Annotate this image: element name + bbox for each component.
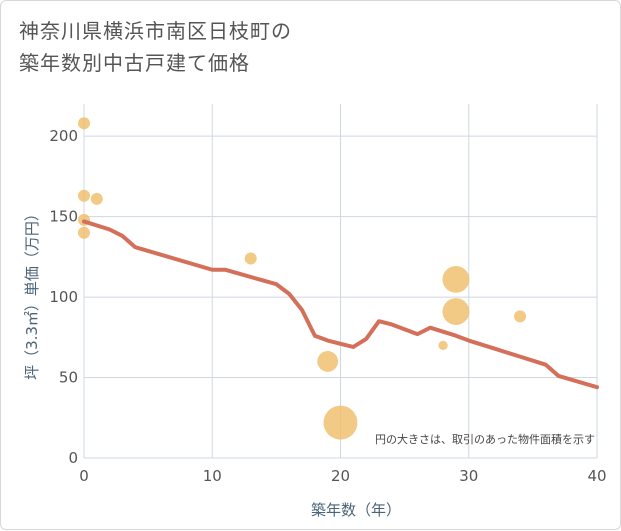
x-axis-label: 築年数（年） bbox=[311, 501, 401, 519]
average-trend-line bbox=[82, 219, 599, 390]
y-tick-label: 200 bbox=[49, 127, 78, 145]
bubble-point bbox=[244, 252, 257, 265]
bubble-point bbox=[514, 310, 527, 323]
bubble-size-note: 円の大きさは、取引のあった物件面積を示す bbox=[375, 432, 595, 446]
y-tick-label: 150 bbox=[49, 208, 78, 226]
bubble-point bbox=[323, 405, 358, 440]
chart-title: 神奈川県横浜市南区日枝町の 築年数別中古戸建て価格 bbox=[19, 15, 292, 79]
trend-line-group bbox=[82, 219, 599, 390]
y-tick-label: 100 bbox=[49, 288, 78, 306]
bubble-point bbox=[78, 117, 90, 130]
bubble-point bbox=[78, 226, 90, 239]
x-tick-label: 20 bbox=[331, 467, 350, 485]
x-tick-label: 10 bbox=[203, 467, 222, 485]
bubble-point bbox=[78, 189, 90, 202]
chart-title-line-2: 築年数別中古戸建て価格 bbox=[19, 51, 250, 75]
bubble-point bbox=[317, 351, 339, 372]
bubbles bbox=[78, 117, 527, 440]
y-tick-label: 0 bbox=[68, 449, 78, 467]
y-axis-label: 坪（3.3㎡）単価（万円） bbox=[23, 206, 41, 380]
grid-lines bbox=[83, 104, 598, 459]
bubble-point bbox=[438, 340, 448, 351]
x-tick-label: 30 bbox=[459, 467, 478, 485]
bubble-point bbox=[442, 298, 470, 325]
bubble-point bbox=[90, 192, 103, 205]
x-tick-label: 0 bbox=[79, 467, 89, 485]
bubble-point bbox=[442, 265, 470, 293]
x-tick-label: 40 bbox=[587, 467, 606, 485]
chart-title-line-1: 神奈川県横浜市南区日枝町の bbox=[19, 19, 292, 43]
y-tick-label: 50 bbox=[59, 369, 78, 387]
tick-labels: 0 10 20 30 40 0 50 100 150 200 bbox=[49, 127, 606, 485]
